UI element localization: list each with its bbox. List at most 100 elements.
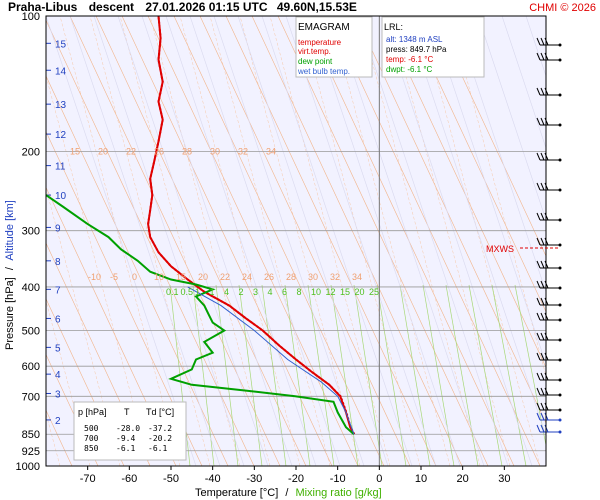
lrl-title: LRL: (384, 22, 403, 32)
isotherm-skew (46, 16, 197, 466)
isotherm-label: 10 (154, 272, 164, 282)
moist-adiabat (329, 16, 451, 466)
station-title: Praha-Libus descent 27.01.2026 01:15 UTC… (8, 0, 357, 14)
x-tick-label: 20 (457, 473, 469, 485)
altitude-label: 3 (55, 389, 61, 400)
table-header-t: T (124, 407, 130, 417)
wind-barb-flag (536, 372, 541, 381)
wind-barb-dot (558, 286, 562, 290)
wind-barb-flag (540, 260, 545, 269)
wind-barb-dot (558, 418, 562, 422)
wind-barb-flag (540, 87, 545, 96)
moist-adiabat (46, 187, 121, 466)
dry-adiabat (329, 16, 541, 466)
dry-adiabat (407, 16, 546, 313)
series-virt-temp (147, 16, 356, 435)
x-tick-label: 0 (376, 473, 382, 485)
wind-barb-flag (536, 212, 541, 221)
isotherm-label: 15 (70, 146, 80, 156)
isotherm-skew (574, 16, 600, 466)
mixing-ratio-label: 4 (224, 287, 229, 297)
y-tick-label: 400 (22, 282, 40, 294)
x-tick-label: -60 (121, 473, 137, 485)
moist-adiabat (209, 16, 331, 466)
table-cell: 500 (84, 424, 99, 433)
copyright-label: CHMI © 2026 (529, 2, 596, 14)
wind-barb-flag (536, 87, 541, 96)
altitude-label: 8 (55, 257, 61, 268)
wind-barb-flag (536, 182, 541, 191)
isotherm-label: 30 (308, 272, 318, 282)
moist-adiabat (299, 16, 421, 466)
x-axis-label: Temperature [°C] / Mixing ratio [g/kg] (195, 487, 382, 499)
isotherm-label: 22 (220, 272, 230, 282)
mixing-ratio-label: 1 (210, 287, 215, 297)
table-cell: -37.2 (148, 424, 172, 433)
mixing-ratio-label: 1 (195, 287, 200, 297)
isotherm-skew (261, 16, 413, 466)
lrl-press: press: 849.7 hPa (386, 45, 447, 54)
lrl-dwpt: dwpt: -6.1 °C (386, 65, 433, 74)
moist-adiabat (89, 16, 211, 466)
mixing-ratio-line (215, 284, 239, 466)
isotherm-skew (141, 16, 293, 466)
wind-barb-dot (558, 378, 562, 382)
altitude-label: 2 (55, 416, 61, 427)
dry-adiabat (46, 186, 177, 466)
lrl-temp: temp: -6.1 °C (386, 55, 433, 64)
wind-barb-dot (558, 358, 562, 362)
mixing-ratio-line (514, 284, 546, 448)
mixing-ratio-line (353, 284, 383, 466)
altitude-label: 13 (55, 100, 67, 111)
table-header-td: Td [°C] (146, 407, 174, 417)
table-cell: 700 (84, 434, 99, 443)
moist-adiabat (269, 16, 391, 466)
isotherm-skew (213, 16, 365, 466)
wind-barb-flag (540, 372, 545, 381)
dry-adiabat (46, 131, 203, 466)
wind-barb-flag (536, 52, 541, 61)
moist-adiabat (59, 16, 181, 466)
isotherm-skew (69, 16, 221, 466)
mixing-ratio-label: 25 (369, 287, 379, 297)
wind-barb-flag (540, 412, 545, 421)
dry-adiabat (173, 16, 385, 466)
legend-title: EMAGRAM (298, 22, 350, 33)
isotherm-skew (550, 16, 600, 466)
y-axis-label: Pressure [hPa] / Altitude [km] (4, 200, 16, 350)
mixing-ratio-label: 15 (340, 287, 350, 297)
dry-adiabat (225, 16, 437, 466)
mixing-ratio-label: 20 (355, 287, 365, 297)
legend: EMAGRAM temperature virt.temp. dew point… (295, 16, 373, 78)
x-tick-label: -40 (205, 473, 221, 485)
mixing-ratio-label: 3 (253, 287, 258, 297)
series-wet-bulb-temp (187, 286, 355, 435)
dry-adiabat (277, 16, 489, 466)
legend-virt-temp: virt.temp. (298, 47, 331, 56)
isotherm-label: 0 (132, 272, 137, 282)
dry-adiabat (121, 16, 333, 466)
altitude-label: 6 (55, 314, 61, 325)
altitude-label: 12 (55, 130, 67, 141)
altitude-label: 10 (55, 191, 67, 202)
mixing-ratio-line (491, 284, 527, 466)
wind-barb-flag (540, 424, 545, 433)
altitude-label: 11 (55, 162, 66, 173)
wind-barb-dot (558, 158, 562, 162)
moist-adiabat (359, 16, 481, 466)
wind-barb-flag (540, 402, 545, 411)
x-tick-label: -10 (330, 473, 346, 485)
moist-adiabat (179, 16, 301, 466)
y-tick-label: 1000 (16, 461, 40, 473)
wind-barb-flag (536, 402, 541, 411)
wind-barb-flag (536, 424, 541, 433)
table-cell: -9.4 (116, 434, 135, 443)
wind-barb-dot (558, 318, 562, 322)
altitude-label: 9 (55, 223, 61, 234)
moist-adiabat (46, 75, 151, 466)
dry-adiabat (433, 16, 546, 257)
wind-barb-dot (558, 303, 562, 307)
isotherm-label: -10 (88, 272, 101, 282)
wind-barb-flag (540, 237, 545, 246)
table-header-p: p [hPa] (78, 407, 107, 417)
